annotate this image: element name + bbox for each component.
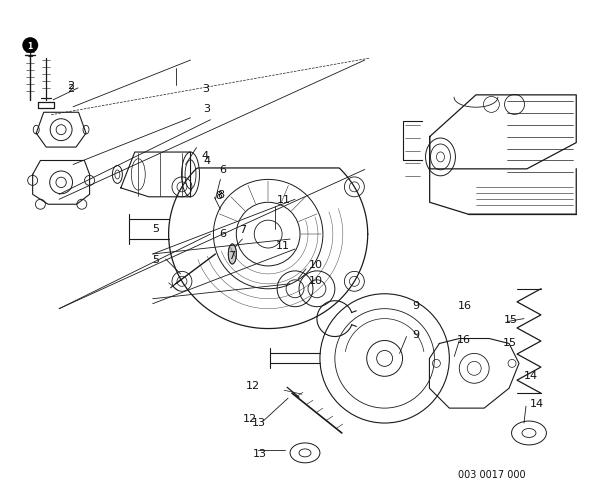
Circle shape [22, 38, 38, 54]
Text: 2: 2 [67, 81, 75, 91]
Text: 7: 7 [228, 250, 235, 261]
Text: 12: 12 [246, 380, 260, 390]
Text: 003 0017 000: 003 0017 000 [458, 469, 525, 478]
Text: 3: 3 [202, 84, 209, 94]
Text: 15: 15 [504, 314, 518, 324]
Text: 5: 5 [152, 223, 159, 233]
Text: 11: 11 [277, 195, 291, 205]
Text: 14: 14 [530, 398, 544, 408]
Text: 16: 16 [457, 300, 471, 310]
Text: 15: 15 [503, 338, 517, 348]
Text: 4: 4 [204, 156, 211, 166]
Text: 8: 8 [217, 190, 224, 200]
Text: 9: 9 [412, 329, 419, 339]
Text: 10: 10 [309, 260, 323, 270]
Text: 7: 7 [239, 224, 246, 234]
Text: 8: 8 [216, 191, 223, 201]
Text: 6: 6 [219, 165, 226, 175]
Text: 2: 2 [67, 84, 75, 94]
Text: 9: 9 [412, 300, 420, 310]
Text: 13: 13 [252, 417, 266, 427]
Text: 10: 10 [309, 276, 323, 286]
Text: 11: 11 [276, 240, 290, 250]
Text: 12: 12 [243, 413, 257, 423]
Text: 5: 5 [152, 255, 159, 265]
Text: 13: 13 [253, 448, 267, 458]
Text: 1: 1 [27, 42, 33, 51]
Text: 3: 3 [204, 104, 210, 114]
Text: 6: 6 [219, 228, 226, 238]
Text: 1: 1 [27, 49, 34, 59]
Text: 4: 4 [202, 150, 209, 160]
Ellipse shape [229, 244, 237, 265]
Text: 16: 16 [457, 334, 471, 344]
Text: 14: 14 [524, 370, 538, 380]
